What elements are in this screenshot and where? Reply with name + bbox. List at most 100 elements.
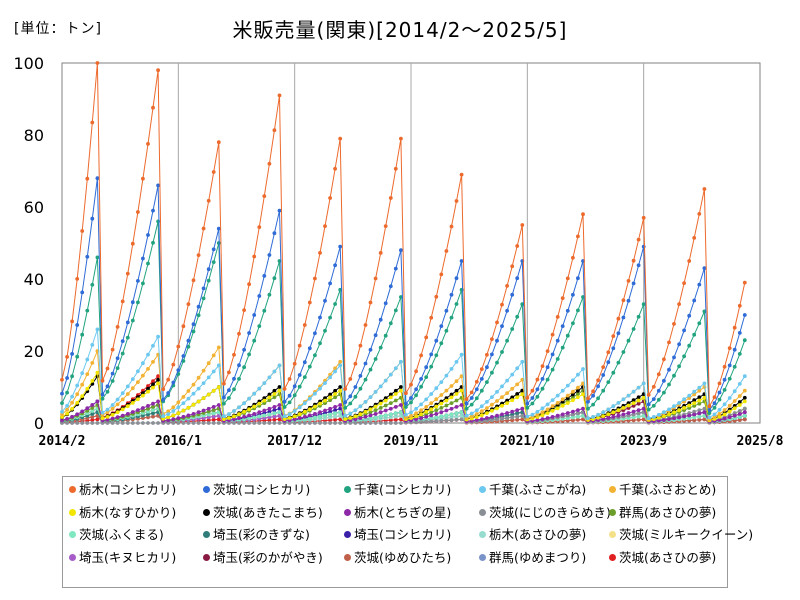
data-point <box>565 276 570 281</box>
data-point <box>393 398 398 403</box>
legend-marker <box>344 486 351 493</box>
data-point <box>682 397 686 402</box>
data-point <box>388 412 393 417</box>
data-point <box>252 254 257 259</box>
data-point <box>444 373 449 378</box>
data-point <box>581 406 585 411</box>
data-point <box>611 334 616 338</box>
data-point <box>737 352 742 356</box>
data-point <box>383 403 388 408</box>
data-point <box>307 346 312 351</box>
data-point <box>216 421 221 425</box>
data-point <box>252 404 257 409</box>
data-point <box>378 414 383 419</box>
data-point <box>323 298 327 303</box>
data-point <box>136 279 140 283</box>
data-point <box>505 411 509 415</box>
data-point <box>378 406 383 410</box>
data-point <box>247 413 252 418</box>
data-point <box>727 415 732 420</box>
data-point <box>677 364 681 369</box>
data-point <box>596 412 600 417</box>
legend-marker <box>479 553 486 561</box>
data-point <box>586 416 590 421</box>
data-point <box>449 224 454 229</box>
data-point <box>95 399 100 404</box>
data-point <box>333 369 337 374</box>
data-point <box>383 378 388 383</box>
data-point <box>115 410 120 415</box>
data-point <box>419 377 423 381</box>
data-point <box>227 388 231 393</box>
data-point <box>338 417 343 422</box>
data-point <box>272 411 277 416</box>
data-point <box>297 416 302 420</box>
data-point <box>712 415 717 419</box>
data-point <box>95 176 100 181</box>
data-point <box>323 328 327 333</box>
data-point <box>510 415 515 420</box>
data-point <box>191 329 196 334</box>
x-tick-label: 2021/10 <box>500 434 555 449</box>
data-point <box>540 413 545 418</box>
data-point <box>353 394 358 399</box>
data-point <box>692 398 697 403</box>
data-point <box>277 410 282 415</box>
data-point <box>176 400 181 405</box>
data-point <box>495 417 499 422</box>
data-point <box>707 411 712 415</box>
data-point <box>90 282 95 287</box>
data-point <box>206 375 211 380</box>
data-point <box>146 384 150 388</box>
data-point <box>146 404 150 408</box>
data-point <box>272 369 277 374</box>
data-point <box>742 338 747 343</box>
data-point <box>702 406 707 411</box>
data-point <box>722 402 727 407</box>
data-point <box>409 413 413 418</box>
data-point <box>267 409 272 414</box>
data-point <box>252 338 257 343</box>
data-point <box>80 371 85 375</box>
data-point <box>636 385 641 390</box>
data-point <box>510 398 515 403</box>
data-point <box>439 418 444 423</box>
data-point <box>464 401 469 406</box>
data-point <box>449 395 454 400</box>
data-point <box>535 418 540 422</box>
data-point <box>262 274 267 278</box>
data-point <box>313 276 317 281</box>
data-point <box>130 377 135 381</box>
data-point <box>677 302 681 306</box>
data-point <box>449 412 454 417</box>
data-point <box>459 388 464 393</box>
series-line <box>61 400 745 423</box>
data-point <box>267 406 272 411</box>
data-point <box>434 397 439 402</box>
data-point <box>540 410 545 415</box>
data-point <box>677 342 681 347</box>
data-point <box>419 353 423 358</box>
data-point <box>490 415 494 419</box>
data-point <box>576 385 580 390</box>
data-point <box>505 284 509 288</box>
data-point <box>520 302 525 307</box>
legend-item: 茨城(にじのきらめき) <box>479 505 611 520</box>
data-point <box>95 61 100 65</box>
data-point <box>328 409 332 414</box>
data-point <box>479 413 484 418</box>
data-point <box>105 366 110 371</box>
data-point <box>495 338 499 343</box>
data-point <box>176 368 181 372</box>
data-point <box>414 406 418 411</box>
data-point <box>596 384 600 389</box>
data-point <box>313 421 317 425</box>
data-point <box>697 417 702 422</box>
data-point <box>393 166 398 171</box>
data-point <box>287 412 292 416</box>
data-point <box>80 332 85 337</box>
data-point <box>606 350 611 355</box>
data-point <box>65 407 69 412</box>
data-point <box>530 396 535 400</box>
data-point <box>500 403 504 408</box>
